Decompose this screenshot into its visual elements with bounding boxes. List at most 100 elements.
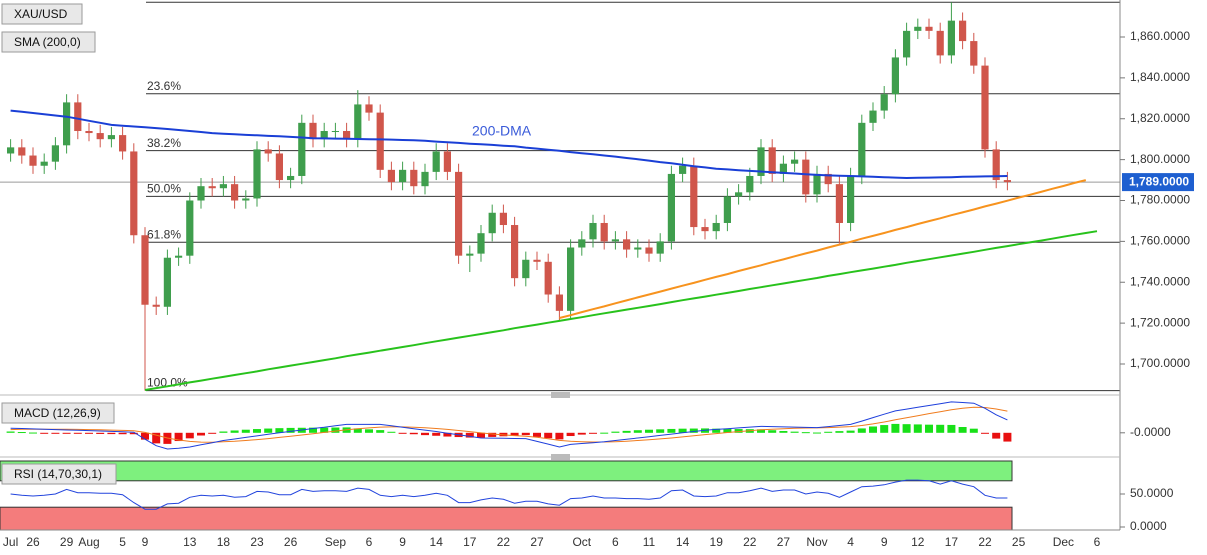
- candle-body: [880, 94, 888, 111]
- fib-label: 23.6%: [147, 79, 181, 93]
- candle-body: [343, 131, 351, 140]
- x-tick-label: 18: [217, 535, 231, 549]
- candle-body: [511, 225, 519, 279]
- candle-body: [141, 235, 149, 305]
- x-tick-label: 9: [142, 535, 149, 549]
- candle-body: [264, 149, 272, 154]
- histogram-bar: [925, 424, 933, 433]
- candle-body: [667, 173, 675, 242]
- x-tick-label: 29: [60, 535, 74, 549]
- x-tick-label: 11: [643, 535, 656, 549]
- x-tick-label: Jul: [3, 535, 18, 549]
- candle-body: [130, 151, 138, 236]
- y-tick-label: 1,760.0000: [1130, 234, 1190, 248]
- y-tick-label: 1,780.0000: [1130, 193, 1190, 207]
- candle-body: [287, 175, 295, 181]
- candle-body: [824, 173, 832, 185]
- x-tick-label: 26: [284, 535, 298, 549]
- candle-body: [634, 247, 642, 250]
- histogram-bar: [958, 427, 967, 433]
- histogram-bar: [253, 429, 261, 433]
- histogram-bar: [947, 424, 956, 433]
- last-price-box: [1122, 173, 1194, 192]
- candle-body: [197, 186, 205, 201]
- histogram-bar: [678, 428, 687, 433]
- candle-body: [309, 122, 317, 140]
- y-tick-label: 1,860.0000: [1130, 29, 1190, 43]
- histogram-bar: [477, 432, 485, 438]
- x-tick-label: 4: [847, 535, 854, 549]
- candle-body: [589, 222, 597, 240]
- x-tick-label: 26: [26, 535, 40, 549]
- candle-body: [903, 30, 911, 58]
- histogram-bar: [757, 429, 765, 433]
- x-tick-label: 6: [1094, 535, 1101, 549]
- histogram-bar: [600, 432, 609, 434]
- histogram-bar: [443, 432, 452, 437]
- candle-body: [802, 159, 810, 195]
- macd-box[interactable]: [1, 402, 115, 424]
- candle-body: [421, 171, 429, 187]
- x-tick-label: Oct: [572, 535, 591, 549]
- histogram-bar: [152, 432, 161, 444]
- histogram-bar: [129, 432, 138, 435]
- histogram-bar: [969, 428, 978, 433]
- candle-body: [578, 239, 586, 248]
- candle-body: [544, 261, 552, 295]
- panel-handle[interactable]: [551, 392, 570, 460]
- histogram-bar: [51, 432, 60, 434]
- histogram-bar: [353, 428, 362, 433]
- histogram-bar: [936, 424, 945, 433]
- candle-body: [410, 169, 418, 187]
- x-tick-label: 6: [612, 535, 619, 549]
- y-tick-label: 50.0000: [1130, 486, 1174, 500]
- histogram-bar: [365, 429, 373, 433]
- x-tick-label: 9: [399, 535, 406, 549]
- candle-body: [331, 131, 339, 133]
- rsi-box[interactable]: [1, 463, 117, 485]
- histogram-bar: [589, 432, 597, 434]
- x-tick-label: Nov: [806, 535, 827, 549]
- histogram-bar: [1003, 432, 1012, 442]
- candle-body: [869, 110, 877, 123]
- trend-line: [559, 179, 1087, 319]
- histogram-bar: [712, 428, 721, 433]
- histogram-bar: [208, 432, 217, 434]
- histogram-bar: [40, 432, 49, 434]
- histogram-bar: [790, 431, 799, 433]
- candle-body: [1003, 180, 1011, 183]
- macd-line: [10, 401, 1008, 450]
- candle-body: [723, 196, 731, 223]
- candle-body: [7, 147, 15, 154]
- histogram-bar: [544, 432, 553, 439]
- indicator-box[interactable]: [1, 31, 96, 53]
- candle-body: [981, 65, 989, 150]
- x-tick-label: 22: [743, 535, 757, 549]
- histogram-bar: [992, 432, 1001, 439]
- candle-body: [399, 169, 407, 183]
- candle-body: [768, 147, 776, 174]
- histogram-bar: [320, 427, 329, 433]
- candle-body: [925, 26, 933, 31]
- histogram-bar: [275, 428, 284, 433]
- y-tick-label: -0.0000: [1130, 425, 1171, 439]
- candle-body: [119, 135, 127, 152]
- candle-body: [186, 200, 194, 256]
- y-tick-label: 1,740.0000: [1130, 274, 1190, 288]
- candle-body: [555, 294, 563, 311]
- candle-body: [735, 192, 743, 197]
- candle-body: [936, 30, 944, 56]
- histogram-bar: [645, 429, 653, 433]
- histogram-bar: [432, 432, 441, 436]
- candle-body: [488, 212, 496, 234]
- histogram-bar: [622, 430, 631, 433]
- histogram-bar: [17, 432, 26, 434]
- candle-body: [611, 239, 619, 242]
- histogram-bar: [611, 431, 620, 433]
- last-price-label: 1,789.0000: [1129, 174, 1189, 188]
- histogram-bar: [689, 428, 698, 433]
- candle-body: [219, 184, 227, 189]
- symbol-box[interactable]: [1, 3, 83, 25]
- candle-body: [175, 255, 183, 258]
